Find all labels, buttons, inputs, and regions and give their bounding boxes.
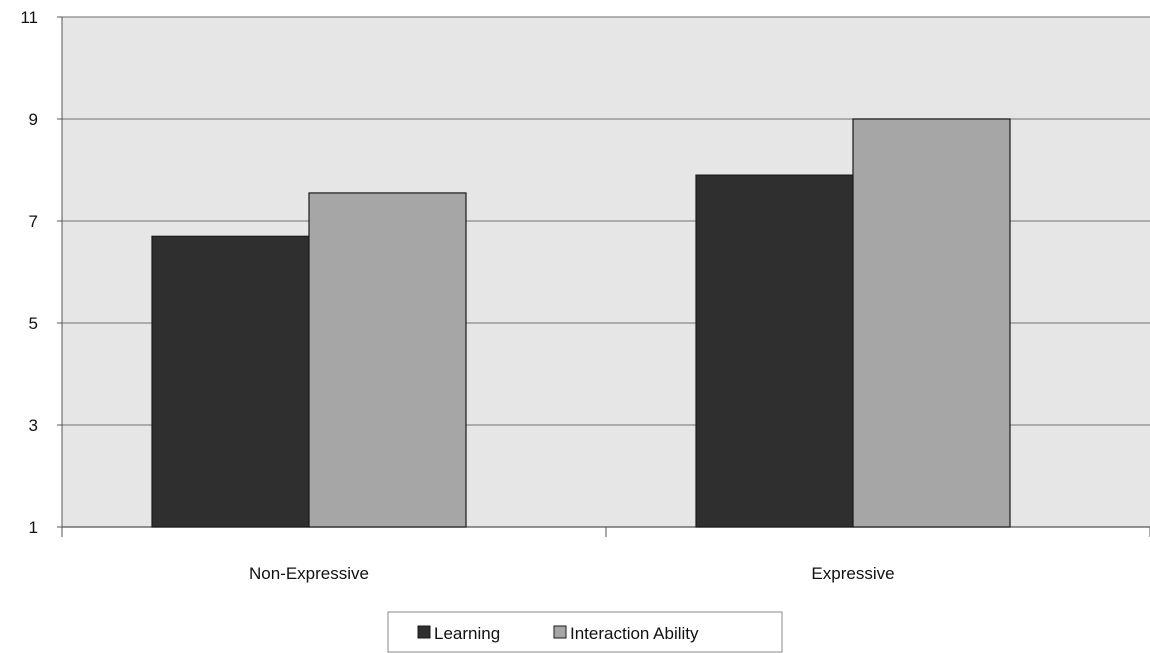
legend-swatch [553, 625, 567, 639]
x-category-label: Expressive [811, 564, 894, 583]
bar-interaction-ability-expressive [852, 118, 1011, 528]
y-axis: 1 3 5 7 9 11 [20, 8, 63, 537]
y-tick-label: 3 [29, 416, 38, 435]
y-tick-label: 1 [29, 518, 38, 537]
y-tick-label: 5 [29, 314, 38, 333]
legend-swatch [417, 625, 431, 639]
bar-learning-non-expressive [151, 235, 310, 528]
legend-box [387, 611, 783, 653]
x-axis: Non-Expressive Expressive [61, 526, 1150, 583]
bars [151, 118, 1011, 528]
bar-learning-expressive [695, 174, 854, 528]
y-tick-label: 7 [29, 212, 38, 231]
y-tick-label: 9 [29, 110, 38, 129]
legend-label: Interaction Ability [570, 624, 699, 643]
legend: Learning Interaction Ability [387, 611, 783, 653]
bar-interaction-ability-non-expressive [308, 192, 467, 528]
x-category-label: Non-Expressive [249, 564, 369, 583]
y-tick-label: 11 [20, 8, 38, 27]
legend-label: Learning [434, 624, 500, 643]
